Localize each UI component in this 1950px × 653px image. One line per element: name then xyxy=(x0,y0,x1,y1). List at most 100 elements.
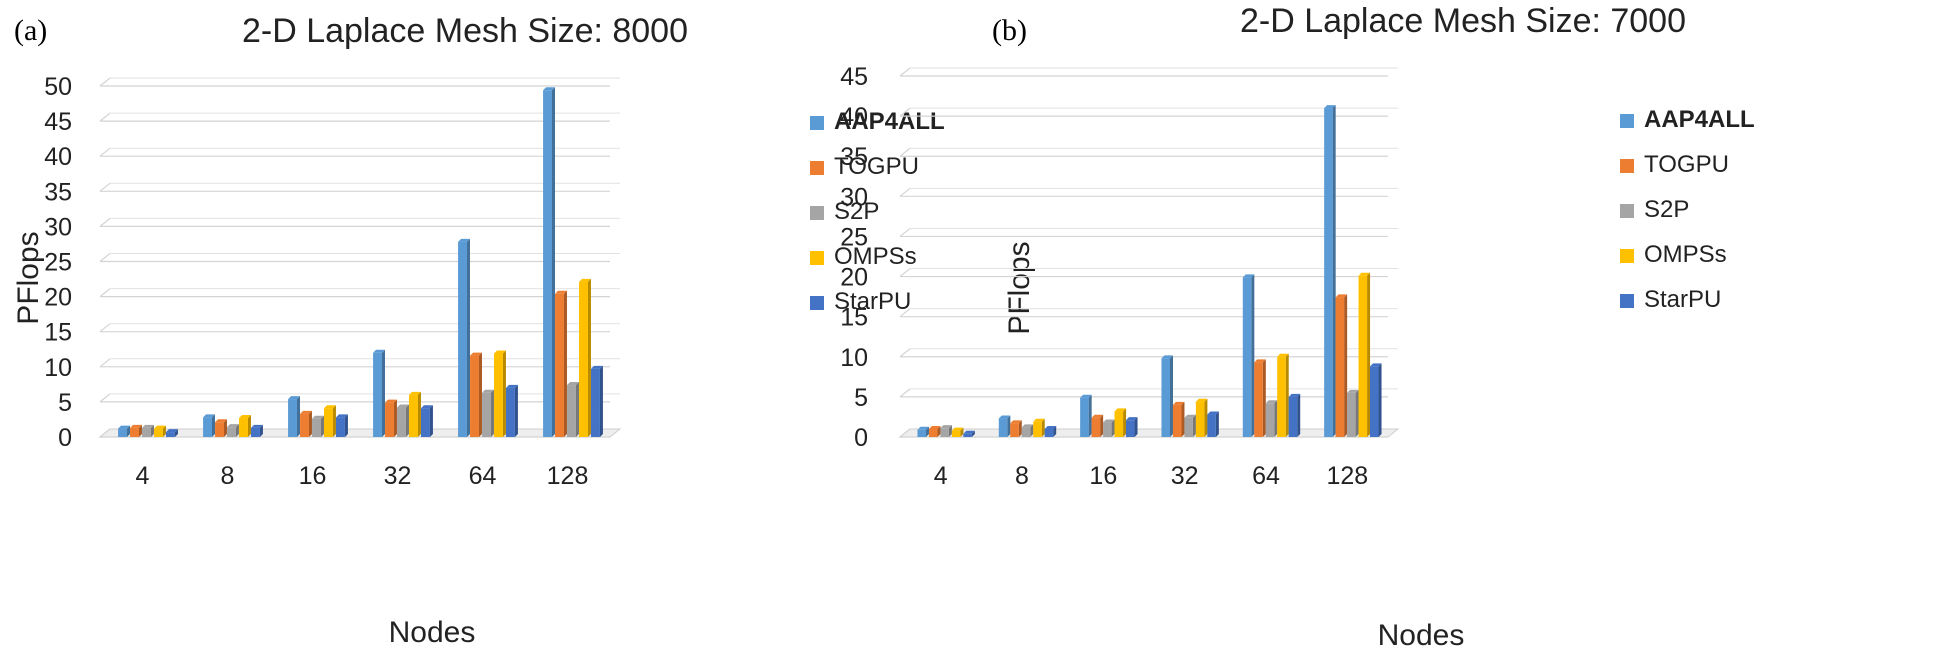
bar-top-starpu-64 xyxy=(1288,393,1301,397)
bar-side-togpu-8 xyxy=(1018,420,1022,437)
bar-top-aap4all-8 xyxy=(998,415,1011,419)
x-tick-label: 8 xyxy=(221,462,235,490)
y-tick-label: 30 xyxy=(840,183,868,211)
gridline-connector xyxy=(99,112,111,122)
y-tick-label: 15 xyxy=(840,304,868,332)
bar-top-ompss-16 xyxy=(1114,408,1127,412)
bar-togpu-4 xyxy=(928,428,938,437)
chart-title-b: 2-D Laplace Mesh Size: 7000 xyxy=(1240,2,1686,40)
bar-top-starpu-4 xyxy=(963,430,975,434)
y-tick-label: 5 xyxy=(854,384,868,412)
bar-top-ompss-8 xyxy=(1033,418,1045,422)
bar-top-ompss-128 xyxy=(579,278,591,282)
bar-top-s2p-4 xyxy=(940,425,952,429)
bar-side-s2p-16 xyxy=(320,415,324,437)
bar-side-s2p-128 xyxy=(575,382,579,437)
bar-top-s2p-8 xyxy=(227,424,239,428)
bar-s2p-16 xyxy=(1103,422,1112,437)
bar-ompss-16 xyxy=(324,408,333,437)
bar-aap4all-128 xyxy=(1324,108,1333,437)
bar-top-ompss-8 xyxy=(239,415,251,419)
legend-swatch-starpu xyxy=(810,296,824,310)
bar-aap4all-64 xyxy=(458,241,467,437)
gridline-connector xyxy=(99,253,111,262)
bar-top-togpu-32 xyxy=(385,399,397,403)
legend-swatch-ompss xyxy=(1620,249,1634,263)
bar-top-ompss-128 xyxy=(1358,272,1371,276)
gridline-connector xyxy=(899,227,911,237)
chart-title-a: 2-D Laplace Mesh Size: 8000 xyxy=(242,12,688,50)
bar-side-togpu-32 xyxy=(1181,401,1185,437)
x-tick-label: 4 xyxy=(934,462,948,490)
bar-starpu-128 xyxy=(591,368,600,437)
bar-top-togpu-64 xyxy=(470,352,482,356)
bar-starpu-32 xyxy=(1207,414,1216,437)
bar-s2p-4 xyxy=(940,428,949,437)
gridline-connector xyxy=(899,388,911,398)
bar-ompss-64 xyxy=(1277,356,1286,437)
gridline-connector xyxy=(899,308,911,318)
bar-top-aap4all-4 xyxy=(118,425,130,429)
bar-togpu-128 xyxy=(1335,297,1345,437)
bar-aap4all-64 xyxy=(1242,277,1252,437)
gridline-connector xyxy=(899,107,911,117)
bar-top-aap4all-128 xyxy=(1324,105,1336,109)
gridline-connector xyxy=(99,77,111,87)
bar-top-s2p-32 xyxy=(397,404,409,408)
bar-s2p-128 xyxy=(1347,392,1356,437)
gridline-connector xyxy=(899,348,911,358)
bar-top-togpu-128 xyxy=(1335,294,1348,298)
bar-s2p-16 xyxy=(312,418,321,437)
bar-side-togpu-16 xyxy=(308,410,312,437)
x-tick-label: 16 xyxy=(1089,462,1117,490)
gridline-connector xyxy=(99,217,111,227)
gridline-connector xyxy=(99,147,111,157)
bar-top-s2p-16 xyxy=(1103,419,1115,423)
y-tick-label: 50 xyxy=(44,73,72,101)
bar-s2p-64 xyxy=(482,392,491,437)
bar-top-aap4all-16 xyxy=(288,396,300,400)
bar-side-starpu-128 xyxy=(1378,363,1382,437)
bar-togpu-32 xyxy=(1172,404,1182,437)
bar-side-ompss-128 xyxy=(587,278,591,437)
bar-side-togpu-64 xyxy=(1262,359,1266,437)
bar-aap4all-8 xyxy=(998,418,1008,437)
bar-side-aap4all-16 xyxy=(296,396,300,437)
bar-side-starpu-64 xyxy=(514,384,518,437)
bar-side-aap4all-8 xyxy=(1007,415,1011,437)
bar-top-starpu-32 xyxy=(421,405,433,409)
bar-side-aap4all-32 xyxy=(381,349,385,437)
bar-starpu-64 xyxy=(1288,396,1298,437)
bar-side-starpu-32 xyxy=(1215,411,1219,437)
y-tick-label: 30 xyxy=(44,213,72,241)
bar-ompss-32 xyxy=(409,394,418,437)
bar-togpu-4 xyxy=(130,427,139,437)
bar-side-starpu-4 xyxy=(174,429,178,437)
bar-side-ompss-32 xyxy=(1204,398,1208,437)
bar-side-ompss-4 xyxy=(162,425,166,437)
y-tick-label: 0 xyxy=(58,424,72,452)
bar-side-s2p-32 xyxy=(1192,414,1196,437)
gridline-connector xyxy=(99,323,111,333)
bar-top-s2p-128 xyxy=(1347,389,1359,393)
x-tick-label: 128 xyxy=(1326,462,1368,490)
legend-swatch-aap4all xyxy=(1620,114,1634,128)
bar-togpu-64 xyxy=(1254,362,1263,437)
bar-side-ompss-64 xyxy=(1285,353,1289,437)
bar-top-togpu-4 xyxy=(928,425,941,429)
bar-starpu-4 xyxy=(166,432,175,437)
bar-top-starpu-128 xyxy=(591,365,603,369)
bar-aap4all-4 xyxy=(118,428,127,437)
bar-side-ompss-128 xyxy=(1367,272,1371,437)
bar-s2p-64 xyxy=(1265,403,1275,437)
x-axis-title-a: Nodes xyxy=(389,616,476,649)
x-tick-label: 8 xyxy=(1015,462,1029,490)
bar-top-s2p-16 xyxy=(312,415,324,419)
legend-label-s2p: S2P xyxy=(1644,196,1689,223)
gridline-connector xyxy=(899,268,911,278)
x-axis-title-b: Nodes xyxy=(1378,619,1465,652)
bar-side-ompss-64 xyxy=(502,350,506,437)
panel-label-b: (b) xyxy=(992,14,1027,47)
legend-swatch-s2p xyxy=(810,206,824,220)
